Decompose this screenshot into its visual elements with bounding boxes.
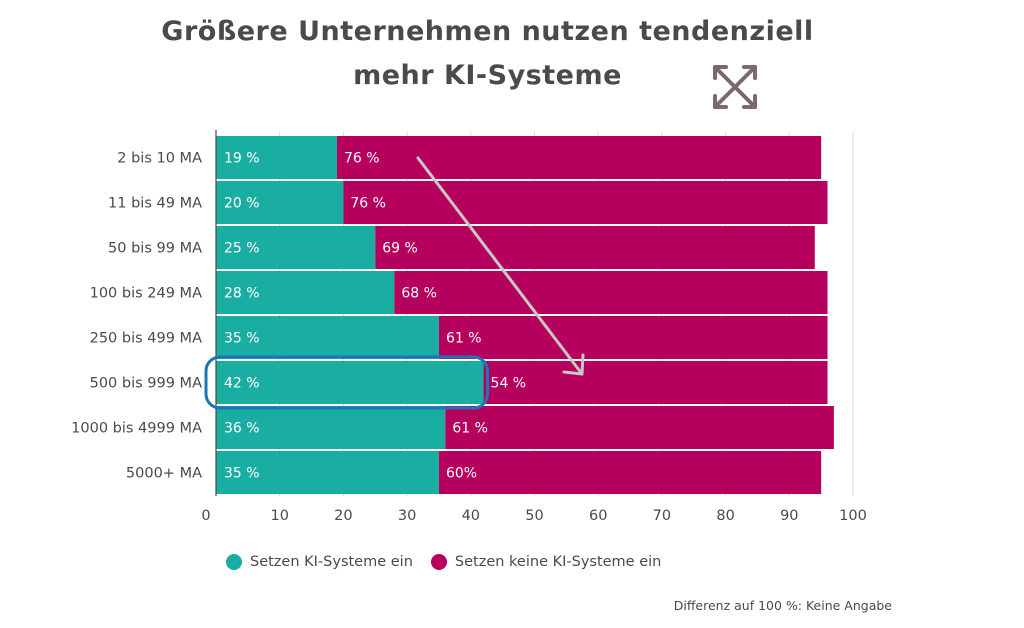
footnote: Differenz auf 100 %: Keine Angabe xyxy=(673,598,892,613)
data-label-uses-ai: 36 % xyxy=(224,421,260,437)
bar-no-ai xyxy=(375,226,815,269)
legend-magenta-dot xyxy=(430,554,447,570)
trend-arrow-head xyxy=(562,353,585,376)
bar-no-ai xyxy=(343,181,828,224)
data-label-no-ai: 76 % xyxy=(344,151,380,167)
category-label: 500 bis 999 MA xyxy=(90,376,202,392)
legend-magenta-label: Setzen keine KI-Systeme ein xyxy=(454,554,662,570)
data-label-uses-ai: 42 % xyxy=(224,376,260,392)
bar-uses-ai xyxy=(216,181,344,224)
bar-no-ai xyxy=(337,136,822,179)
bar-uses-ai xyxy=(216,136,338,179)
data-label-no-ai: 69 % xyxy=(382,241,418,257)
bar-no-ai xyxy=(445,406,834,449)
bar-no-ai xyxy=(394,271,828,314)
x-tick-label: 0 xyxy=(201,508,210,524)
highlight-box xyxy=(204,355,490,410)
x-tick-label: 100 xyxy=(839,508,867,524)
legend-item-magenta: Setzen keine KI-Systeme ein xyxy=(430,554,662,570)
data-label-uses-ai: 20 % xyxy=(224,196,260,212)
x-tick-label: 60 xyxy=(589,508,607,524)
x-tick-label: 10 xyxy=(270,508,288,524)
chart-title: Größere Unternehmen nutzen tendenziell m… xyxy=(0,10,975,98)
axes: 0 10 20 30 40 50 60 70 80 90 100 2 bis 10 MA 11 bis … xyxy=(71,130,867,524)
x-tick-label: 70 xyxy=(653,508,671,524)
legend-teal-dot xyxy=(226,554,242,570)
icon-arrowhead xyxy=(742,94,757,109)
legend-item-teal: Setzen KI-Systeme ein xyxy=(226,554,413,570)
data-label-no-ai: 61 % xyxy=(452,421,488,437)
category-label: 250 bis 499 MA xyxy=(90,331,202,347)
data-label-no-ai: 61 % xyxy=(446,331,482,347)
icon-diagonal-2 xyxy=(713,65,757,109)
icon-arrowhead xyxy=(713,94,728,109)
bar-uses-ai xyxy=(216,226,376,269)
data-label-uses-ai: 25 % xyxy=(224,241,260,257)
category-label: 2 bis 10 MA xyxy=(117,151,202,167)
bar-uses-ai xyxy=(216,406,446,449)
x-tick-label: 90 xyxy=(780,508,798,524)
bar-uses-ai xyxy=(216,451,439,494)
data-label-uses-ai: 35 % xyxy=(224,466,260,482)
annotations xyxy=(204,156,585,410)
x-tick-label: 50 xyxy=(525,508,543,524)
expand-arrows-icon xyxy=(713,65,757,109)
legend-teal-label: Setzen KI-Systeme ein xyxy=(250,554,413,570)
category-label: 1000 bis 4999 MA xyxy=(71,421,202,437)
icon-arrowhead xyxy=(713,65,728,80)
trend-arrow-line xyxy=(416,156,584,376)
data-label-uses-ai: 35 % xyxy=(224,331,260,347)
bar-no-ai xyxy=(483,361,828,404)
data-labels: 19 % 76 % 20 % 76 % 25 % 69 % 28 % 68 % 35 % 61 %… xyxy=(224,151,526,482)
icon-arrowhead xyxy=(742,65,757,80)
x-tick-label: 20 xyxy=(334,508,352,524)
bar-uses-ai xyxy=(216,316,439,359)
chart-title-line-2: mehr KI-Systeme xyxy=(353,60,622,91)
data-label-no-ai: 68 % xyxy=(401,286,437,302)
x-tick-label: 30 xyxy=(398,508,416,524)
category-label: 5000+ MA xyxy=(126,466,202,482)
category-label: 100 bis 249 MA xyxy=(90,286,202,302)
category-label: 50 bis 99 MA xyxy=(108,241,202,257)
bar-no-ai xyxy=(438,451,822,494)
bar-uses-ai xyxy=(216,271,395,314)
data-label-no-ai: 76 % xyxy=(350,196,386,212)
data-label-no-ai: 54 % xyxy=(491,376,527,392)
data-label-uses-ai: 19 % xyxy=(224,151,260,167)
category-label: 11 bis 49 MA xyxy=(108,196,202,212)
data-label-no-ai: 60% xyxy=(446,466,477,482)
x-tick-label: 40 xyxy=(462,508,480,524)
data-label-uses-ai: 28 % xyxy=(224,286,260,302)
legend: Setzen KI-Systeme ein Setzen keine KI-Sy… xyxy=(226,554,679,570)
bar-uses-ai xyxy=(216,361,484,404)
chart-title-line-1: Größere Unternehmen nutzen tendenziell xyxy=(161,16,814,47)
x-tick-label: 80 xyxy=(716,508,734,524)
bars xyxy=(216,136,834,494)
bar-no-ai xyxy=(438,316,828,359)
